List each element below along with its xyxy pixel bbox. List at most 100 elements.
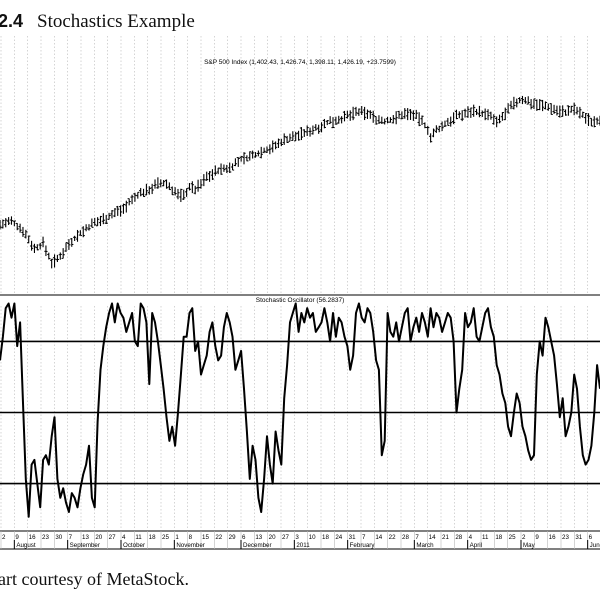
day-tick-label: 13 [255,534,262,541]
price-bar [535,99,539,111]
price-bar [546,103,550,111]
day-tick-label: 21 [442,534,449,541]
day-tick-label: 10 [309,534,316,541]
price-bar [354,106,358,116]
price-bar [586,113,591,127]
price-bar [380,116,384,124]
price-bar [578,106,582,119]
price-bar [503,107,507,121]
price-bar [451,112,456,125]
price-bar [497,114,502,124]
price-bar [1,219,5,229]
day-tick-label: 18 [322,534,329,541]
price-bar [440,121,444,132]
price-bar [454,109,459,120]
price-bar [449,116,453,127]
price-bar [377,115,381,125]
price-bar [317,124,321,134]
price-bar [35,244,39,251]
price-bar [259,146,263,159]
price-bar [305,125,309,136]
price-bar [256,150,260,157]
price-bar [64,242,68,252]
price-bar [282,133,286,145]
price-bar [489,111,493,120]
price-bar [44,245,48,257]
price-bar [385,116,390,124]
day-tick-label: 25 [509,534,516,541]
price-bar [572,102,576,116]
price-bar [520,95,525,105]
price-bar [526,96,530,105]
day-tick-label: 23 [562,534,569,541]
figure-caption: art courtesy of MetaStock. [0,569,189,589]
price-bar [182,189,186,200]
price-bar [492,114,496,125]
price-bar [563,109,568,116]
price-bar [55,254,60,263]
price-bar [101,213,105,225]
price-bar [81,226,85,238]
price-bar [368,110,372,119]
day-tick-label: 28 [402,534,409,541]
price-bar [167,182,171,191]
price-bar [150,183,154,195]
price-bar [543,101,548,110]
price-bar [523,97,527,104]
price-bar [581,111,585,118]
price-bar [136,191,140,199]
price-bar [388,117,393,123]
price-bar [383,118,387,125]
price-bar [93,217,97,226]
price-bar [96,217,100,227]
price-bar [420,115,424,126]
price-bar [365,109,370,119]
month-label: November [176,542,205,549]
price-bar [532,98,536,109]
price-bar [276,138,281,148]
price-bar [486,109,490,121]
price-bar [446,117,450,127]
price-panel-title: S&P 500 Index (1,402.43, 1,426.74, 1,398… [204,59,396,66]
price-bar [15,222,19,231]
price-bar [164,179,169,189]
price-bar [12,220,16,227]
day-tick-label: 24 [335,534,342,541]
day-tick-label: 9 [15,534,19,541]
day-tick-label: 18 [495,534,502,541]
price-bar [337,115,341,124]
price-bar [391,115,395,124]
price-bar [426,125,430,135]
price-bar [592,116,596,128]
price-bar [202,174,206,187]
price-bar [7,217,11,226]
price-bar [400,111,404,120]
price-bar [61,248,65,259]
price-bar [190,181,194,194]
price-bar [32,243,37,254]
day-tick-label: 16 [549,534,556,541]
month-label: 2011 [296,542,310,549]
price-bar [331,117,335,129]
price-bar [187,183,192,191]
price-bar [472,104,476,117]
price-bar [124,200,128,213]
price-bar [268,144,272,155]
price-bar [288,133,292,142]
price-bar [27,235,31,244]
day-tick-label: 7 [69,534,73,541]
price-bars [0,95,600,269]
price-bar [394,111,398,125]
price-bar [291,131,295,141]
price-bar [9,216,14,225]
price-bar [193,185,197,195]
price-bar [130,194,134,205]
day-tick-label: 13 [82,534,89,541]
price-bar [549,103,553,115]
price-bar [176,188,180,200]
price-bar [279,138,283,147]
price-bar [98,215,103,227]
day-tick-label: 27 [282,534,289,541]
price-bar [219,163,223,175]
price-bar [463,108,467,118]
